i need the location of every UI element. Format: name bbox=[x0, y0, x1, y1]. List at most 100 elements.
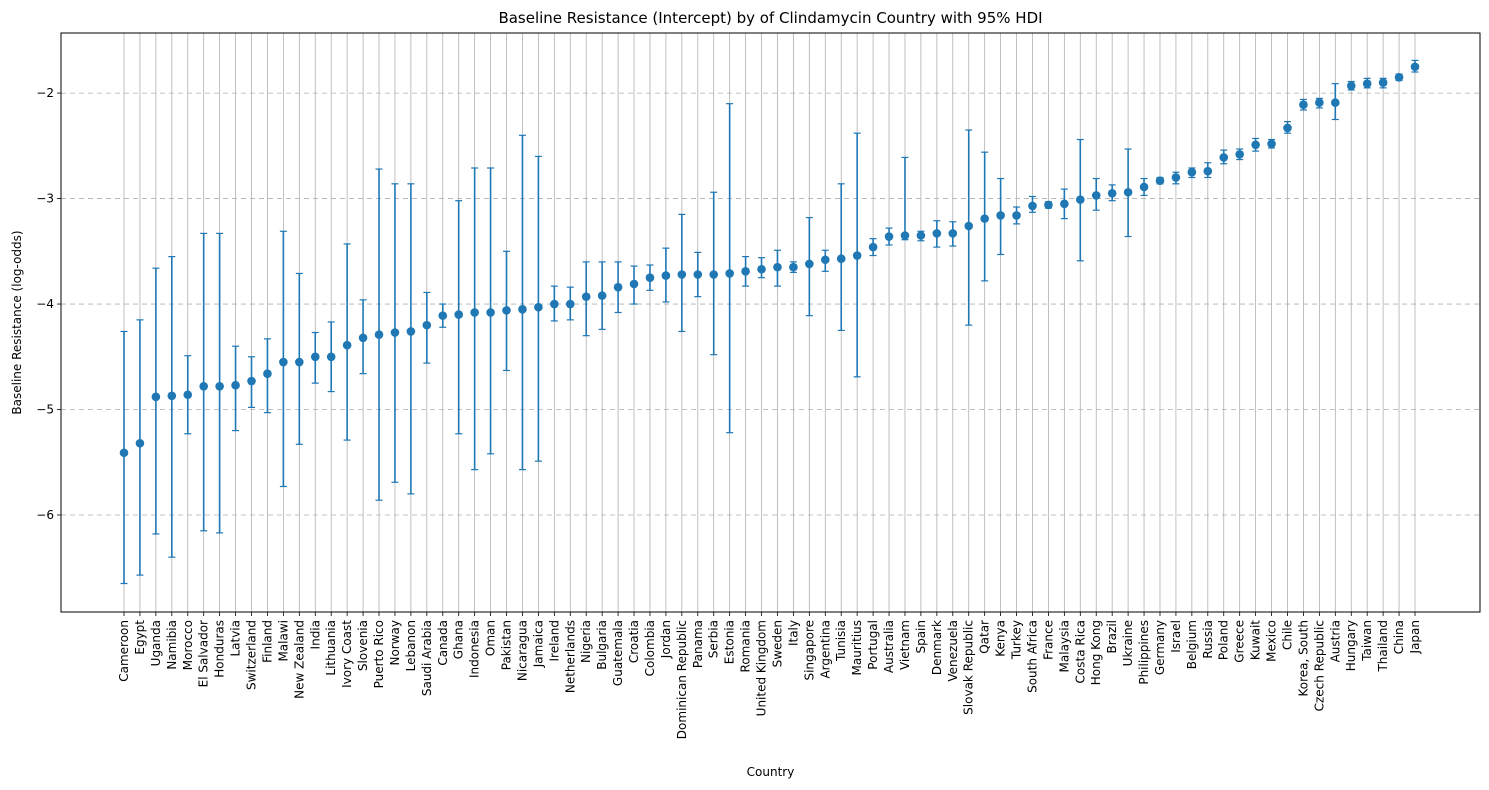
x-tick-label: El Salvador bbox=[197, 620, 211, 687]
data-point bbox=[1267, 139, 1276, 149]
x-tick-label: Pakistan bbox=[500, 620, 514, 670]
data-point bbox=[789, 262, 798, 272]
y-tick-label: −2 bbox=[36, 86, 54, 100]
x-tick-label: Belgium bbox=[1185, 620, 1199, 669]
data-point bbox=[1123, 187, 1133, 197]
data-point bbox=[1075, 195, 1085, 204]
x-tick-label: Panama bbox=[691, 620, 705, 668]
x-tick-label: South Africa bbox=[1025, 620, 1039, 693]
x-tick-label: Guatemala bbox=[611, 620, 625, 686]
data-point bbox=[1028, 201, 1037, 211]
x-tick-label: Ireland bbox=[547, 620, 561, 662]
data-point bbox=[215, 382, 224, 391]
data-point bbox=[1331, 98, 1340, 107]
data-point bbox=[1187, 167, 1197, 177]
data-point bbox=[342, 340, 352, 350]
x-tick-label: Turkey bbox=[1010, 620, 1024, 660]
data-point bbox=[422, 320, 432, 330]
x-tick-label: Finland bbox=[260, 620, 274, 663]
data-point bbox=[470, 308, 479, 317]
data-point bbox=[279, 357, 288, 367]
x-tick-label: Malawi bbox=[276, 620, 290, 662]
x-tick-label: Saudi Arabia bbox=[420, 620, 434, 696]
data-point bbox=[1378, 78, 1388, 87]
x-tick-label: Israel bbox=[1169, 620, 1183, 653]
x-axis-label: Country bbox=[747, 765, 795, 779]
data-point bbox=[550, 299, 559, 309]
data-point bbox=[1107, 189, 1117, 198]
x-tick-label: Qatar bbox=[978, 620, 992, 654]
data-point bbox=[1394, 72, 1404, 82]
x-tick-label: Mexico bbox=[1265, 620, 1279, 662]
x-tick-label: Kenya bbox=[994, 620, 1008, 657]
data-point bbox=[868, 242, 878, 252]
data-point bbox=[645, 273, 655, 282]
x-tick-label: Colombia bbox=[643, 620, 657, 676]
x-tick-label: Australia bbox=[882, 620, 896, 673]
x-tick-label: Hong Kong bbox=[1089, 620, 1103, 685]
x-tick-label: Switzerland bbox=[245, 620, 259, 690]
data-point bbox=[183, 390, 193, 400]
data-point bbox=[629, 279, 639, 289]
data-point bbox=[661, 271, 671, 280]
y-axis-label: Baseline Resistance (log-odds) bbox=[10, 230, 24, 414]
data-point bbox=[1091, 191, 1101, 200]
x-tick-label: Lebanon bbox=[404, 620, 418, 671]
data-point bbox=[996, 211, 1005, 220]
data-point bbox=[247, 376, 256, 386]
data-point bbox=[1346, 81, 1356, 91]
data-point bbox=[773, 262, 782, 272]
x-tick-label: New Zealand bbox=[292, 620, 306, 699]
data-point bbox=[358, 333, 368, 343]
x-tick-label: Nicaragua bbox=[515, 620, 529, 681]
x-tick-label: Lithuania bbox=[324, 620, 338, 676]
data-point bbox=[597, 291, 607, 300]
x-tick-label: Bulgaria bbox=[595, 620, 609, 670]
data-point bbox=[310, 352, 320, 362]
x-tick-label: Netherlands bbox=[563, 620, 577, 693]
x-tick-label: Hungary bbox=[1344, 620, 1358, 671]
x-tick-label: Romania bbox=[739, 620, 753, 672]
x-tick-label: Germany bbox=[1153, 620, 1167, 675]
data-point bbox=[454, 310, 464, 319]
data-point bbox=[964, 221, 974, 231]
data-point bbox=[486, 308, 495, 317]
y-grid bbox=[61, 92, 1480, 516]
y-axis-ticks: −6 −5 −4 −3 −2 bbox=[36, 86, 61, 522]
x-tick-label: United Kingdom bbox=[755, 620, 769, 716]
data-point bbox=[1315, 98, 1324, 107]
x-tick-label: Poland bbox=[1217, 620, 1231, 660]
data-point bbox=[693, 270, 703, 279]
x-tick-label: Indonesia bbox=[468, 620, 482, 678]
data-point bbox=[1155, 176, 1165, 185]
x-tick-label: Latvia bbox=[229, 620, 243, 657]
data-point bbox=[374, 330, 384, 339]
y-tick-label: −6 bbox=[36, 508, 54, 522]
x-tick-label: China bbox=[1392, 620, 1406, 654]
data-point bbox=[502, 306, 511, 315]
x-tick-label: Philippines bbox=[1137, 620, 1151, 685]
data-point bbox=[852, 251, 862, 260]
data-point bbox=[948, 229, 958, 238]
data-point bbox=[534, 302, 543, 312]
x-tick-label: Uganda bbox=[149, 620, 163, 666]
x-tick-label: Thailand bbox=[1376, 620, 1390, 673]
data-point bbox=[1171, 173, 1181, 182]
chart-title: Baseline Resistance (Intercept) by of Cl… bbox=[498, 9, 1042, 27]
data-point bbox=[438, 311, 448, 320]
x-tick-label: Cameroon bbox=[117, 620, 131, 682]
x-tick-label: Serbia bbox=[707, 620, 721, 658]
data-point bbox=[1219, 153, 1229, 162]
data-point bbox=[900, 231, 910, 240]
data-point bbox=[326, 352, 336, 362]
data-point bbox=[1060, 199, 1069, 209]
x-tick-label: Slovak Republic bbox=[962, 620, 976, 715]
data-point bbox=[1044, 200, 1053, 210]
data-point bbox=[820, 255, 830, 265]
x-tick-label: Singapore bbox=[802, 620, 816, 681]
x-tick-label: Argentina bbox=[818, 620, 832, 679]
y-tick-label: −4 bbox=[36, 297, 54, 311]
data-point bbox=[741, 267, 750, 276]
x-tick-label: Kuwait bbox=[1249, 620, 1263, 660]
x-tick-label: Costa Rica bbox=[1073, 620, 1087, 683]
